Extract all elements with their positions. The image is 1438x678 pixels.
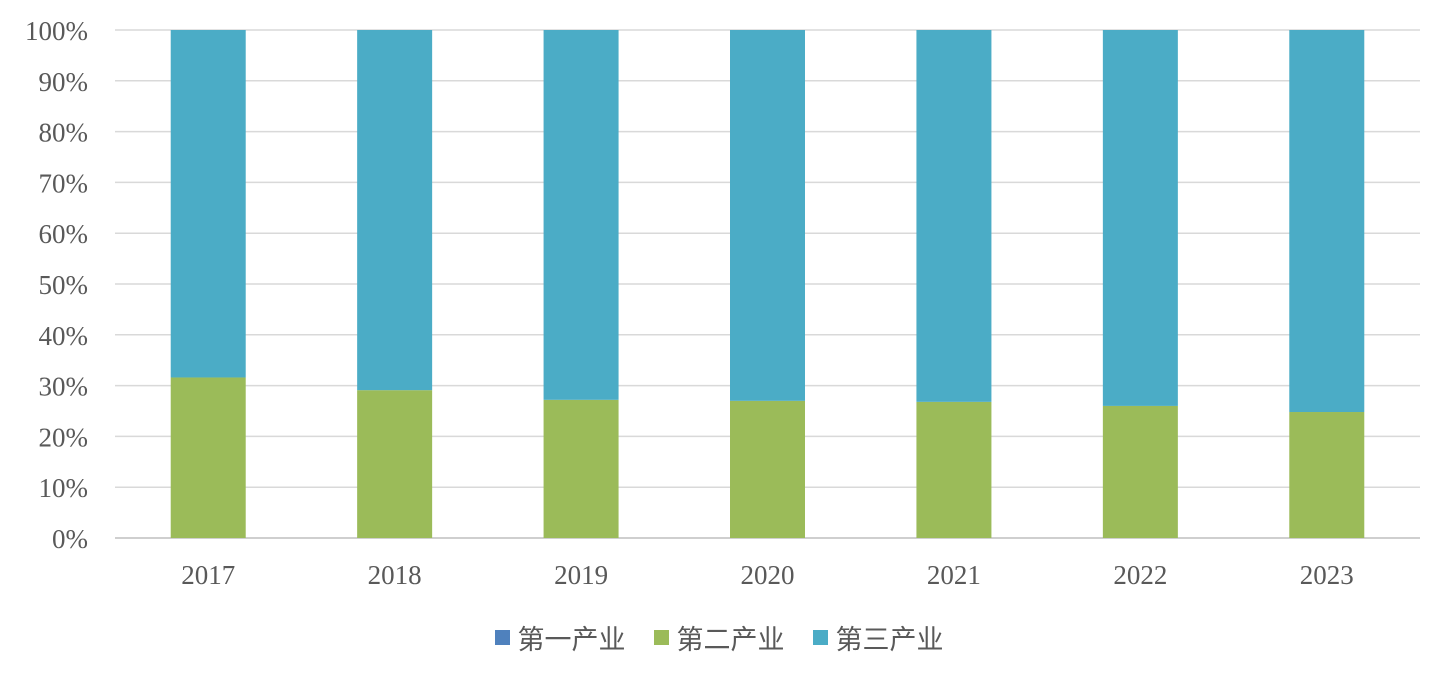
legend-swatch-secondary	[653, 630, 669, 645]
y-tick-label: 100%	[25, 16, 88, 46]
x-tick-label: 2020	[741, 560, 795, 590]
legend-item-secondary: 第二产业	[653, 618, 785, 657]
y-axis-ticks: 0% 10% 20% 30% 40% 50% 60% 70% 80% 90% 100%	[25, 16, 88, 554]
y-tick-label: 10%	[39, 473, 89, 503]
x-axis-ticks: 2017 2018 2019 2020 2021 2022 2023	[181, 560, 1354, 590]
y-tick-label: 30%	[39, 372, 89, 402]
y-tick-label: 40%	[39, 321, 89, 351]
bar-segment-2018-series-1	[357, 390, 433, 538]
y-tick-label: 60%	[39, 219, 89, 249]
legend-swatch-primary	[494, 630, 510, 645]
legend-swatch-tertiary	[812, 630, 828, 645]
y-tick-label: 70%	[39, 168, 89, 198]
bar-segment-2017-series-1	[170, 377, 246, 538]
bar-segment-2021-series-2	[916, 30, 992, 402]
legend-item-tertiary: 第三产业	[812, 618, 944, 657]
x-tick-label: 2021	[927, 560, 981, 590]
legend-label-primary: 第一产业	[517, 625, 626, 656]
legend-label-tertiary: 第三产业	[835, 625, 944, 656]
bar-segment-2019-series-2	[543, 30, 619, 400]
bar-segment-2020-series-2	[730, 30, 805, 401]
x-tick-label: 2023	[1300, 560, 1354, 590]
bar-segment-2022-series-2	[1102, 30, 1178, 406]
legend-item-primary: 第一产业	[494, 618, 626, 657]
bars	[170, 30, 1365, 538]
x-tick-label: 2017	[181, 560, 235, 590]
y-tick-label: 80%	[39, 118, 89, 148]
y-tick-label: 90%	[39, 67, 89, 97]
bar-segment-2019-series-1	[543, 399, 619, 538]
y-tick-label: 20%	[39, 422, 89, 452]
bar-segment-2017-series-2	[170, 30, 246, 378]
x-tick-label: 2018	[368, 560, 422, 590]
bar-segment-2020-series-1	[730, 400, 805, 538]
bar-segment-2018-series-2	[357, 30, 433, 391]
x-tick-label: 2019	[554, 560, 608, 590]
legend-label-secondary: 第二产业	[676, 625, 785, 656]
bar-segment-2022-series-1	[1102, 405, 1178, 538]
bar-segment-2023-series-1	[1289, 412, 1365, 538]
bar-segment-2023-series-2	[1289, 30, 1365, 413]
y-tick-label: 0%	[52, 524, 88, 554]
bar-segment-2021-series-1	[916, 401, 992, 538]
x-tick-label: 2022	[1113, 560, 1167, 590]
legend: 第一产业 第二产业 第三产业	[0, 618, 1438, 657]
y-tick-label: 50%	[39, 270, 89, 300]
